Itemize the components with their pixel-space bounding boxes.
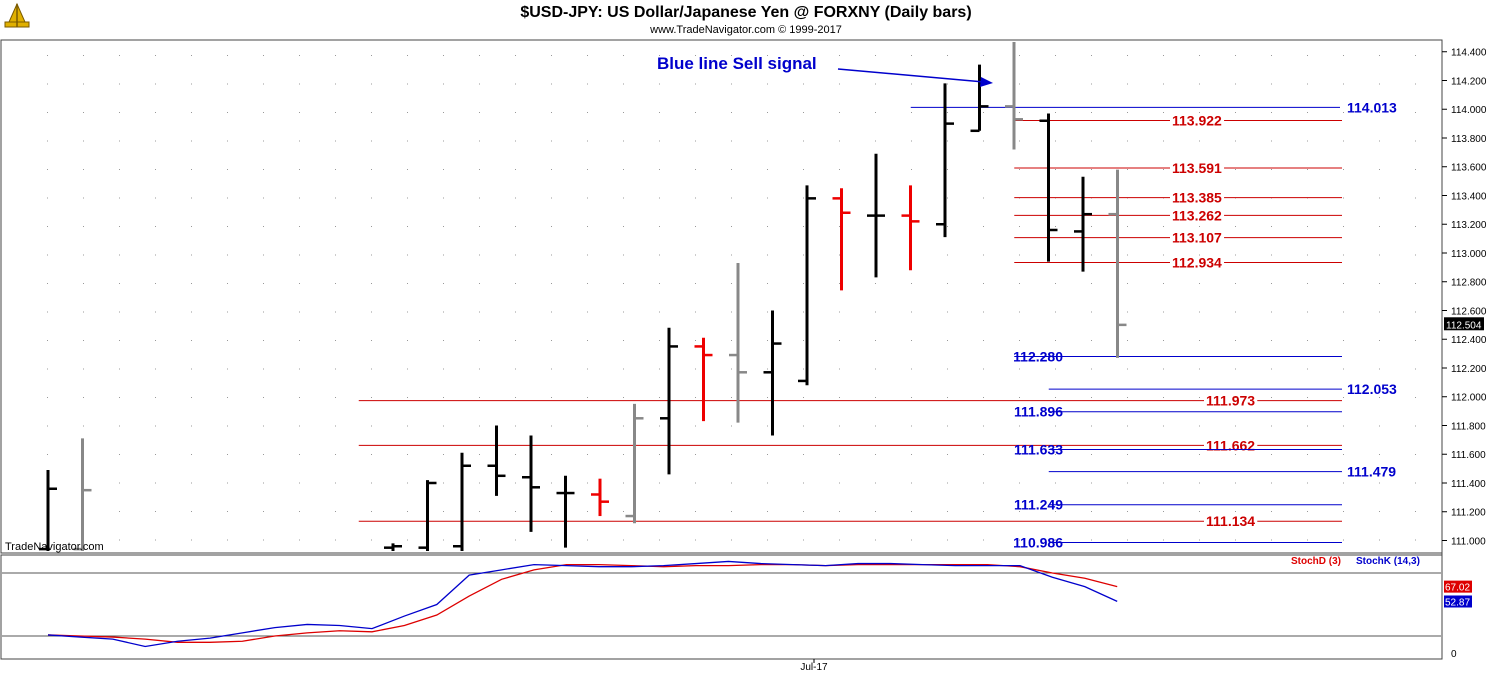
level-label: 113.262 xyxy=(1172,207,1222,223)
price-bar xyxy=(936,83,954,238)
y-tick-label: 114.200 xyxy=(1451,76,1487,87)
price-axis: 114.400 114.200 114.000 113.800 113.600 113.4… xyxy=(1442,48,1487,547)
level-label: 113.107 xyxy=(1172,230,1222,246)
y-tick-label: 112.800 xyxy=(1451,278,1487,289)
y-tick-label: 113.600 xyxy=(1451,163,1487,174)
watermark-text: TradeNavigator.com xyxy=(5,541,104,553)
price-panel xyxy=(0,39,1443,554)
x-tick-label: Jul-17 xyxy=(800,662,828,673)
sell-signal-annotation: Blue line Sell signal xyxy=(657,54,817,73)
level-label: 112.280 xyxy=(1013,348,1063,364)
chart-title: $USD-JPY: US Dollar/Japanese Yen @ FORXN… xyxy=(520,4,971,21)
y-tick-label: 114.400 xyxy=(1451,48,1487,59)
price-bar xyxy=(832,188,851,291)
price-bar xyxy=(694,337,713,422)
y-tick-label: 111.600 xyxy=(1451,450,1486,461)
price-bar xyxy=(1074,176,1092,272)
stochk-value-tag xyxy=(1444,595,1472,608)
level-label: 111.896 xyxy=(1014,404,1063,420)
stoch-y-tick: 0 xyxy=(1451,649,1457,660)
y-tick-label: 112.400 xyxy=(1451,335,1487,346)
y-tick-label: 114.000 xyxy=(1451,105,1487,116)
y-tick-label: 112.600 xyxy=(1451,306,1487,317)
stochastic-panel xyxy=(0,554,1443,660)
level-label: 113.591 xyxy=(1172,160,1222,176)
level-label: 111.973 xyxy=(1206,393,1255,409)
level-label: 113.922 xyxy=(1172,112,1222,128)
price-bar xyxy=(591,478,609,517)
price-bar xyxy=(73,438,92,551)
price-bar xyxy=(660,327,678,475)
level-label: 111.249 xyxy=(1014,497,1063,513)
price-bars xyxy=(39,42,1127,551)
price-bar xyxy=(39,470,57,551)
y-tick-label: 112.200 xyxy=(1451,364,1487,375)
price-bar xyxy=(867,153,885,278)
price-bar xyxy=(1039,113,1058,262)
legend-stochd: StochD (3) xyxy=(1291,556,1341,567)
annotation-arrow xyxy=(837,68,993,87)
y-tick-label: 113.200 xyxy=(1451,220,1487,231)
y-tick-label: 113.800 xyxy=(1451,134,1487,145)
stochastic-lines: 67.02 52.87 0 xyxy=(2,560,1472,660)
y-tick-label: 112.000 xyxy=(1451,393,1487,404)
y-tick-label: 113.400 xyxy=(1451,191,1487,202)
level-label: 110.986 xyxy=(1013,535,1063,551)
price-bar xyxy=(625,403,644,524)
stochd-value-tag xyxy=(1444,580,1472,593)
level-label: 114.013 xyxy=(1347,99,1397,115)
price-bar xyxy=(970,64,989,133)
price-bar xyxy=(798,185,816,386)
price-bar xyxy=(418,480,437,551)
level-label: 111.134 xyxy=(1206,513,1255,529)
stochk-value: 52.87 xyxy=(1445,597,1470,608)
last-price-label: 112.504 xyxy=(1446,320,1482,331)
legend-stochk: StochK (14,3) xyxy=(1356,556,1420,567)
stochd-value: 67.02 xyxy=(1445,583,1470,594)
last-price-tag xyxy=(1444,317,1484,331)
price-bar xyxy=(763,310,782,436)
y-tick-label: 113.000 xyxy=(1451,249,1487,260)
price-bar xyxy=(453,452,471,551)
price-bar xyxy=(729,263,747,423)
price-bar xyxy=(384,543,402,551)
app-logo xyxy=(2,2,32,32)
price-bar xyxy=(522,435,540,532)
price-bar xyxy=(1108,169,1127,358)
price-bar xyxy=(487,425,506,496)
y-tick-label: 111.800 xyxy=(1451,421,1486,432)
stochk-line xyxy=(47,560,1118,648)
date-axis: Jul-17 xyxy=(800,659,828,673)
copyright-text: www.TradeNavigator.com © 1999-2017 xyxy=(649,24,842,36)
level-label: 113.385 xyxy=(1172,190,1222,206)
price-bar xyxy=(556,475,575,548)
y-tick-label: 111.400 xyxy=(1451,479,1486,490)
price-bar xyxy=(1005,42,1023,150)
y-tick-label: 111.000 xyxy=(1451,536,1486,547)
level-label: 112.934 xyxy=(1172,254,1222,270)
level-label: 111.479 xyxy=(1347,464,1396,480)
price-bar xyxy=(901,185,920,271)
y-tick-label: 111.200 xyxy=(1451,508,1486,519)
level-label: 112.053 xyxy=(1347,381,1397,397)
level-label: 111.662 xyxy=(1206,437,1255,453)
level-label: 111.633 xyxy=(1014,441,1063,457)
